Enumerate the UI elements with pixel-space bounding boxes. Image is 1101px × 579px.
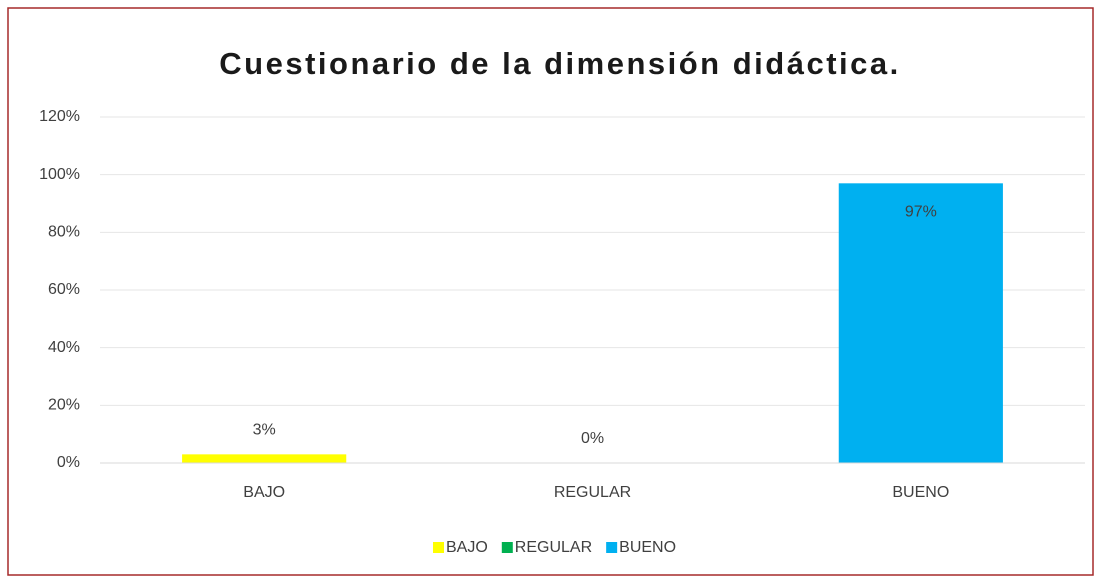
x-tick-label: BAJO xyxy=(243,484,285,501)
y-tick-label: 60% xyxy=(48,281,80,298)
data-label: 3% xyxy=(253,422,276,439)
y-tick-label: 0% xyxy=(57,454,80,471)
y-tick-label: 120% xyxy=(39,108,80,125)
data-label: 97% xyxy=(905,204,937,221)
legend-label: BAJO xyxy=(446,539,488,556)
y-tick-label: 40% xyxy=(48,339,80,356)
x-tick-label: REGULAR xyxy=(554,484,631,501)
y-tick-label: 20% xyxy=(48,397,80,414)
bar xyxy=(182,454,347,463)
x-tick-label: BUENO xyxy=(892,484,949,501)
legend-label: BUENO xyxy=(619,539,676,556)
legend-swatch xyxy=(501,542,513,553)
bar xyxy=(838,183,1003,464)
y-tick-label: 80% xyxy=(48,224,80,241)
chart-title: Cuestionario de la dimensión didáctica. xyxy=(219,46,900,81)
y-tick-label: 100% xyxy=(39,166,80,183)
legend-label: REGULAR xyxy=(515,539,592,556)
data-label: 0% xyxy=(581,430,604,447)
legend-swatch xyxy=(433,542,444,553)
legend-swatch xyxy=(606,542,618,553)
